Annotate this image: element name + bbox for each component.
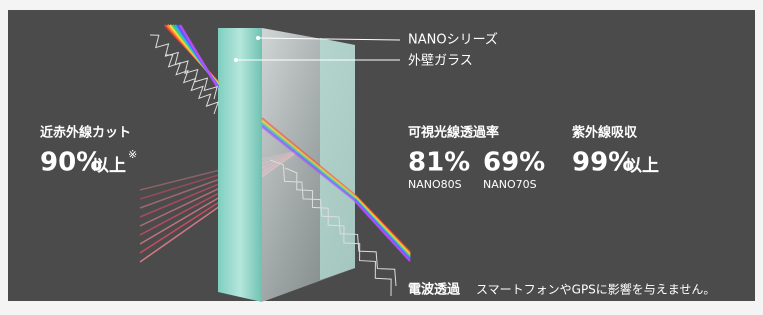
leader-dot bbox=[234, 58, 238, 62]
infrared-note: ※ bbox=[128, 148, 137, 161]
uv-suffix: 以上 bbox=[625, 156, 659, 176]
leader-dot bbox=[256, 36, 260, 40]
glass-label: 外壁ガラス bbox=[408, 54, 473, 69]
radio-text: スマートフォンやGPSに影響を与えません。 bbox=[476, 282, 715, 297]
glass-back-face bbox=[320, 38, 355, 280]
visible-model: NANO70S bbox=[483, 178, 537, 191]
uv-title: 紫外線吸収 bbox=[572, 125, 638, 141]
glass-front-face bbox=[218, 28, 262, 302]
visible-model: NANO80S bbox=[408, 178, 462, 191]
infographic: NANOシリーズ 外壁ガラス 近赤外線カット 90% 以上 ※ 可視光線透過率 … bbox=[0, 0, 763, 311]
series-label: NANOシリーズ bbox=[408, 32, 498, 48]
visible-value: 69% bbox=[483, 148, 545, 178]
infrared-title: 近赤外線カット bbox=[40, 125, 131, 141]
page: NANOシリーズ 外壁ガラス 近赤外線カット 90% 以上 ※ 可視光線透過率 … bbox=[0, 0, 763, 311]
infrared-suffix: 以上 bbox=[92, 156, 126, 176]
visible-title: 可視光線透過率 bbox=[408, 125, 499, 141]
radio-title: 電波透過 bbox=[408, 282, 461, 298]
visible-value: 81% bbox=[408, 148, 470, 178]
